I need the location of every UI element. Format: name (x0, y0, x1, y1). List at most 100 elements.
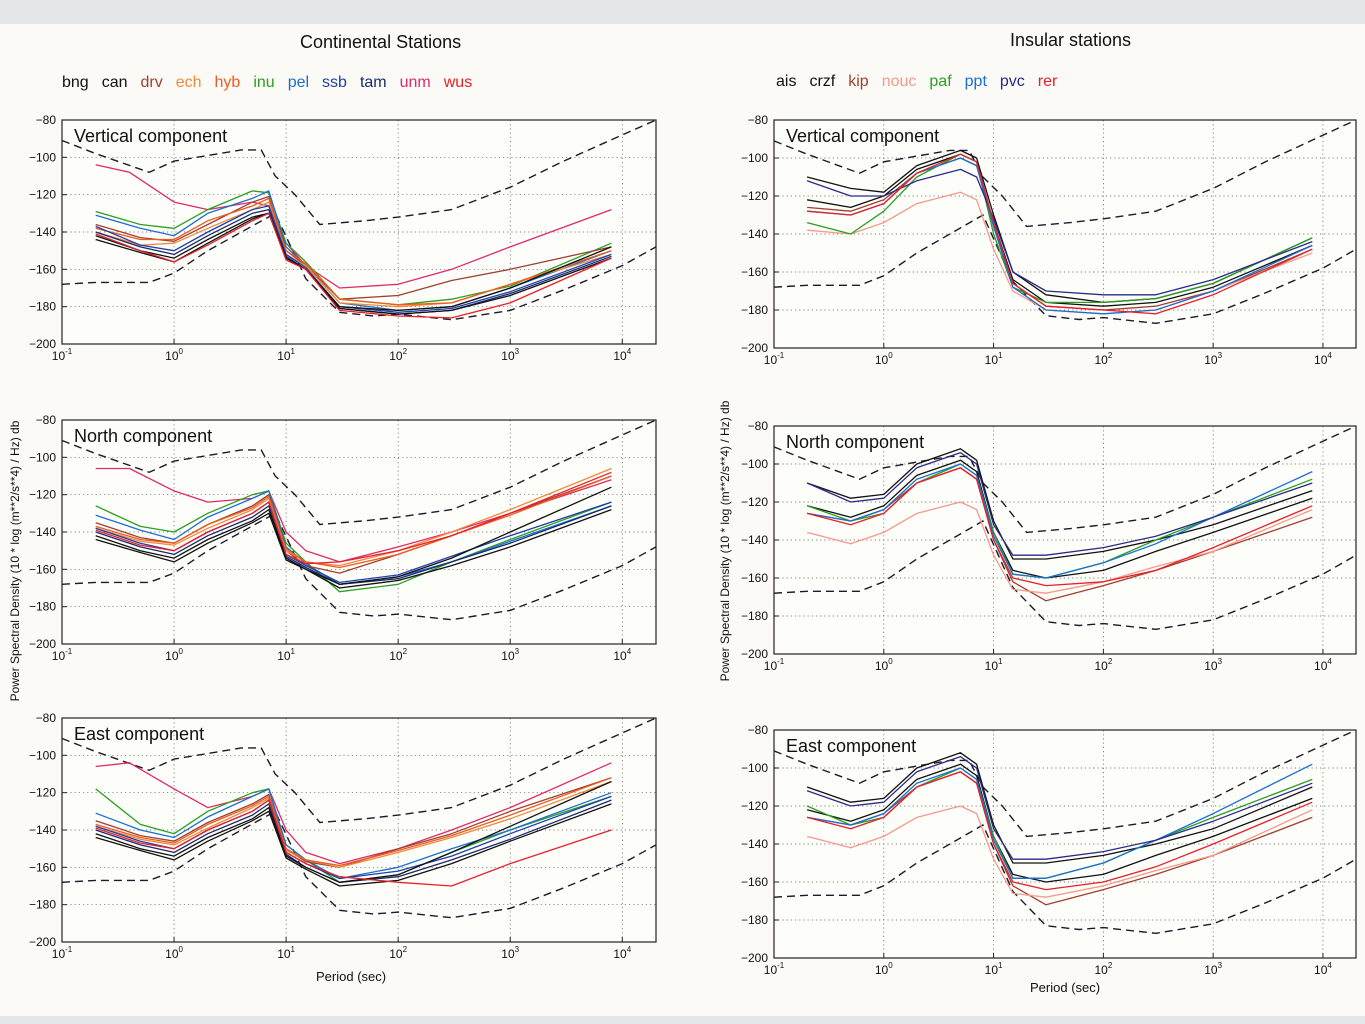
x-tick-label: 104 (613, 945, 631, 961)
y-tick-label: −100 (741, 457, 768, 471)
continental-x-axis-label: Period (sec) (316, 969, 386, 984)
legend-entry-pvc: pvc (1000, 73, 1025, 91)
legend-entry-tam: tam (360, 74, 387, 92)
y-tick-label: −180 (741, 913, 768, 927)
legend-entry-nouc: nouc (882, 73, 917, 91)
y-tick-label: −100 (741, 761, 768, 775)
y-tick-label: −120 (741, 189, 768, 203)
figure-page: Continental Stations Insular stations bn… (0, 0, 1365, 1024)
y-tick-label: −80 (36, 711, 57, 725)
x-tick-label: 102 (1094, 351, 1112, 367)
y-tick-label: −80 (748, 723, 769, 737)
legend-entry-ppt: ppt (965, 73, 987, 91)
insular-y-axis-label: Power Spectral Density (10 * log (m**2/s… (718, 381, 732, 701)
y-tick-label: −100 (29, 150, 56, 164)
y-tick-label: −80 (748, 419, 769, 433)
y-tick-label: −180 (741, 303, 768, 317)
y-tick-label: −100 (29, 450, 56, 464)
x-tick-label: 101 (985, 351, 1003, 367)
panel-title: East component (74, 724, 204, 744)
x-tick-label: 104 (1314, 351, 1332, 367)
x-tick-label: 100 (165, 347, 183, 363)
y-tick-label: −80 (748, 113, 769, 127)
x-tick-label: 103 (501, 347, 519, 363)
x-tick-label: 102 (389, 945, 407, 961)
y-tick-label: −120 (741, 495, 768, 509)
y-tick-label: −140 (29, 823, 56, 837)
x-tick-label: 101 (985, 657, 1003, 673)
y-tick-label: −120 (741, 799, 768, 813)
legend-entry-inu: inu (253, 74, 274, 92)
x-tick-label: 10-1 (764, 351, 785, 367)
y-tick-label: −140 (29, 225, 56, 239)
x-tick-label: 10-1 (52, 647, 73, 663)
y-tick-label: −80 (36, 113, 57, 127)
y-tick-label: −120 (29, 786, 56, 800)
x-tick-label: 104 (613, 647, 631, 663)
x-tick-label: 103 (1204, 351, 1222, 367)
x-tick-label: 100 (875, 351, 893, 367)
legend-entry-rer: rer (1038, 73, 1058, 91)
legend-entry-ech: ech (176, 74, 202, 92)
x-tick-label: 100 (875, 657, 893, 673)
x-tick-label: 103 (501, 945, 519, 961)
x-tick-label: 100 (165, 945, 183, 961)
y-tick-label: −180 (29, 600, 56, 614)
x-tick-label: 104 (1314, 657, 1332, 673)
legend-entry-crzf: crzf (809, 73, 835, 91)
legend-entry-pel: pel (288, 74, 309, 92)
legend-entry-can: can (102, 74, 128, 92)
y-tick-label: −140 (741, 227, 768, 241)
continental-y-axis-label: Power Spectral Density (10 * log (m**2/s… (8, 401, 22, 721)
y-tick-label: −160 (741, 571, 768, 585)
y-tick-label: −100 (741, 151, 768, 165)
x-tick-label: 102 (1094, 961, 1112, 977)
y-tick-label: −160 (741, 265, 768, 279)
x-tick-label: 100 (875, 961, 893, 977)
x-tick-label: 104 (613, 347, 631, 363)
x-tick-label: 102 (389, 347, 407, 363)
x-tick-label: 10-1 (764, 961, 785, 977)
x-tick-label: 101 (277, 647, 295, 663)
y-tick-label: −180 (741, 609, 768, 623)
x-tick-label: 103 (1204, 961, 1222, 977)
x-tick-label: 100 (165, 647, 183, 663)
continental-east-panel: −80−100−120−140−160−180−20010-1 100 101 102… (62, 718, 656, 942)
y-tick-label: −100 (29, 748, 56, 762)
continental-title: Continental Stations (300, 32, 461, 53)
figure-sheet: Continental Stations Insular stations bn… (0, 24, 1365, 1016)
x-tick-label: 101 (277, 945, 295, 961)
y-tick-label: −140 (741, 837, 768, 851)
insular-title: Insular stations (1010, 30, 1131, 51)
y-tick-label: −160 (741, 875, 768, 889)
x-tick-label: 10-1 (764, 657, 785, 673)
legend-entry-kip: kip (848, 73, 868, 91)
y-tick-label: −180 (29, 300, 56, 314)
y-tick-label: −180 (29, 898, 56, 912)
x-tick-label: 101 (277, 347, 295, 363)
y-tick-label: −160 (29, 262, 56, 276)
panel-title: East component (786, 736, 916, 756)
x-tick-label: 102 (389, 647, 407, 663)
legend-entry-paf: paf (929, 73, 951, 91)
y-tick-label: −120 (29, 488, 56, 502)
panel-title: North component (786, 432, 924, 452)
legend-entry-drv: drv (141, 74, 163, 92)
y-tick-label: −160 (29, 562, 56, 576)
y-tick-label: −140 (29, 525, 56, 539)
legend-entry-unm: unm (400, 74, 431, 92)
legend-entry-ais: ais (776, 73, 796, 91)
insular-x-axis-label: Period (sec) (1030, 980, 1100, 995)
insular-legend: ais crzf kip nouc paf ppt pvc rer (776, 73, 1070, 91)
x-tick-label: 104 (1314, 961, 1332, 977)
x-tick-label: 103 (1204, 657, 1222, 673)
y-tick-label: −140 (741, 533, 768, 547)
legend-entry-bng: bng (62, 74, 89, 92)
panel-title: Vertical component (786, 126, 939, 146)
panel-title: North component (74, 426, 212, 446)
